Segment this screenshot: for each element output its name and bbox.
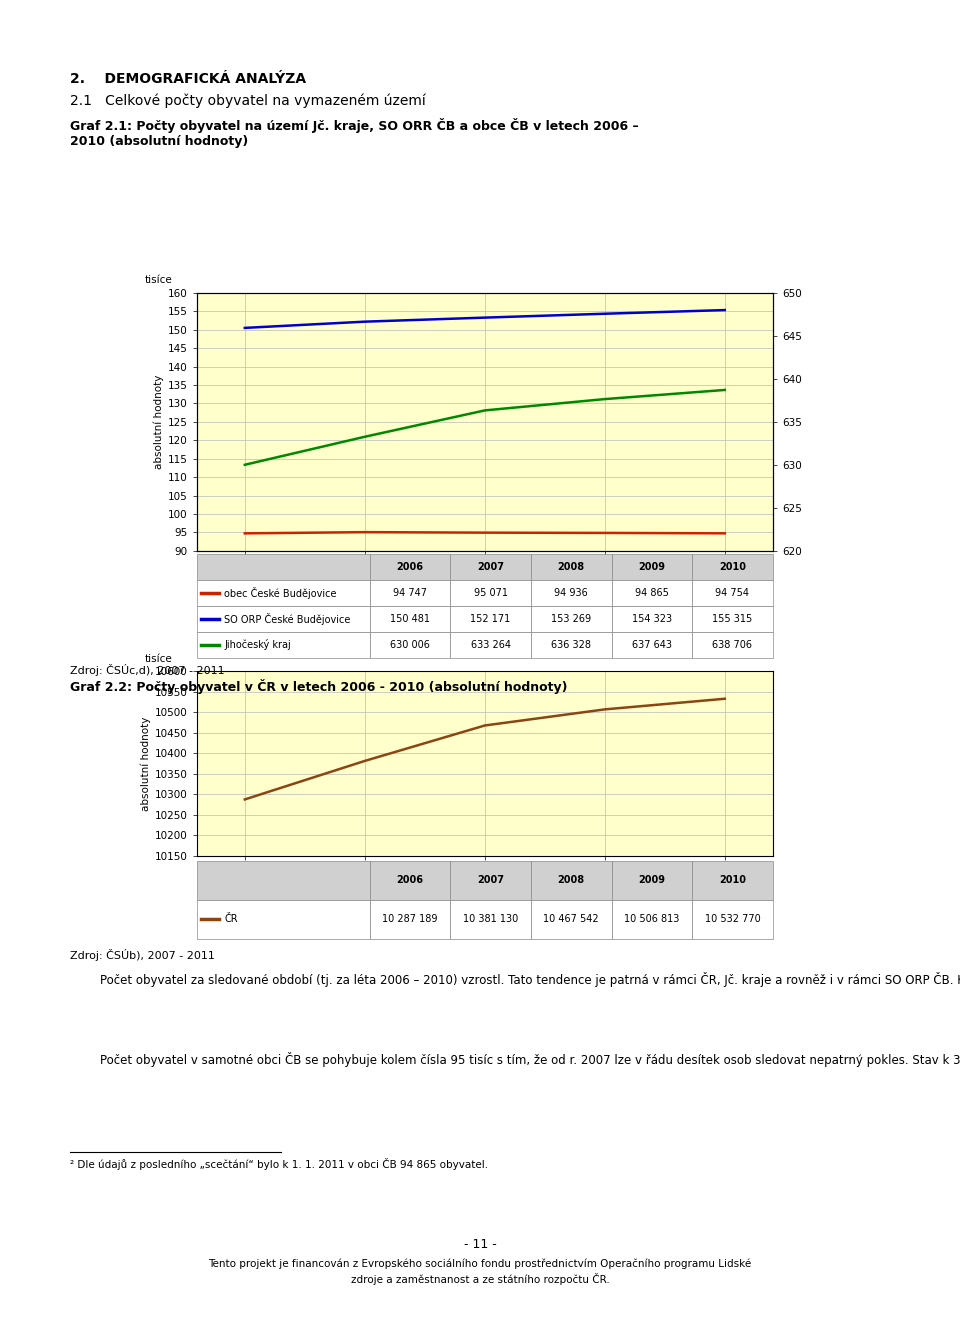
Text: 150 481: 150 481: [390, 614, 430, 623]
Text: 633 264: 633 264: [470, 640, 511, 650]
Text: SO ORP České Budějovice: SO ORP České Budějovice: [225, 612, 350, 624]
Text: 10 287 189: 10 287 189: [382, 915, 438, 924]
Bar: [612, 580, 692, 606]
Bar: [612, 632, 692, 658]
Text: 10 532 770: 10 532 770: [705, 915, 760, 924]
Text: Počet obyvatel za sledované období (tj. za léta 2006 – 2010) vzrostl. Tato tende: Počet obyvatel za sledované období (tj. …: [70, 972, 960, 987]
Text: 153 269: 153 269: [551, 614, 591, 623]
Text: 2007: 2007: [477, 562, 504, 571]
Bar: [450, 632, 531, 658]
Text: Počet obyvatel v samotné obci ČB se pohybuje kolem čísla 95 tisíc s tím, že od r: Počet obyvatel v samotné obci ČB se pohy…: [70, 1052, 960, 1067]
Text: 2009: 2009: [638, 562, 665, 571]
Point: [213, 611, 225, 627]
Bar: [197, 861, 370, 900]
Text: 2008: 2008: [558, 562, 585, 571]
Bar: [197, 606, 370, 632]
Bar: [197, 632, 370, 658]
Text: 2.1   Celkové počty obyvatel na vymazeném území: 2.1 Celkové počty obyvatel na vymazeném …: [70, 94, 426, 108]
Bar: [612, 606, 692, 632]
Y-axis label: absolutní hodnoty: absolutní hodnoty: [140, 717, 151, 810]
Bar: [450, 580, 531, 606]
Bar: [612, 861, 692, 900]
Bar: [450, 606, 531, 632]
Text: 2010 (absolutní hodnoty): 2010 (absolutní hodnoty): [70, 135, 249, 148]
Text: 155 315: 155 315: [712, 614, 753, 623]
Text: obec České Budějovice: obec České Budějovice: [225, 587, 337, 599]
Text: zdroje a zaměstnanost a ze státního rozpočtu ČR.: zdroje a zaměstnanost a ze státního rozp…: [350, 1273, 610, 1285]
Bar: [450, 554, 531, 580]
Bar: [531, 554, 612, 580]
Bar: [197, 554, 370, 580]
Bar: [692, 580, 773, 606]
Text: Zdroj: ČSÚb), 2007 - 2011: Zdroj: ČSÚb), 2007 - 2011: [70, 949, 215, 961]
Text: 630 006: 630 006: [390, 640, 430, 650]
Point: [213, 636, 225, 652]
Bar: [370, 606, 450, 632]
Text: tisíce: tisíce: [145, 275, 173, 285]
Bar: [531, 606, 612, 632]
Text: Jihočeský kraj: Jihočeský kraj: [225, 639, 291, 650]
Bar: [370, 580, 450, 606]
Text: 10 506 813: 10 506 813: [624, 915, 680, 924]
Text: 154 323: 154 323: [632, 614, 672, 623]
Text: 152 171: 152 171: [470, 614, 511, 623]
Bar: [612, 554, 692, 580]
Bar: [692, 900, 773, 939]
Text: 636 328: 636 328: [551, 640, 591, 650]
Text: 10 467 542: 10 467 542: [543, 915, 599, 924]
Bar: [450, 861, 531, 900]
Text: 637 643: 637 643: [632, 640, 672, 650]
Text: 95 071: 95 071: [473, 588, 508, 598]
Text: 2009: 2009: [638, 876, 665, 885]
Bar: [197, 580, 370, 606]
Point: [196, 912, 207, 928]
Text: 10 381 130: 10 381 130: [463, 915, 518, 924]
Text: ČR: ČR: [225, 915, 238, 924]
Text: Graf 2.2: Počty obyvatel v ČR v letech 2006 - 2010 (absolutní hodnoty): Graf 2.2: Počty obyvatel v ČR v letech 2…: [70, 679, 567, 694]
Bar: [370, 632, 450, 658]
Text: 638 706: 638 706: [712, 640, 753, 650]
Point: [196, 611, 207, 627]
Bar: [450, 900, 531, 939]
Text: Tento projekt je financován z Evropského sociálního fondu prostřednictvím Operač: Tento projekt je financován z Evropského…: [208, 1258, 752, 1269]
Text: 2010: 2010: [719, 562, 746, 571]
Text: 2.    DEMOGRAFICKÁ ANALÝZA: 2. DEMOGRAFICKÁ ANALÝZA: [70, 72, 306, 86]
Text: 94 747: 94 747: [393, 588, 427, 598]
Text: 94 936: 94 936: [554, 588, 588, 598]
Text: 2007: 2007: [477, 876, 504, 885]
Bar: [692, 632, 773, 658]
Bar: [692, 606, 773, 632]
Point: [213, 912, 225, 928]
Bar: [692, 861, 773, 900]
Text: Graf 2.1: Počty obyvatel na území Jč. kraje, SO ORR ČB a obce ČB v letech 2006 –: Graf 2.1: Počty obyvatel na území Jč. kr…: [70, 118, 638, 132]
Bar: [197, 900, 370, 939]
Text: ² Dle údajů z posledního „scečtání“ bylo k 1. 1. 2011 v obci ČB 94 865 obyvatel.: ² Dle údajů z posledního „scečtání“ bylo…: [70, 1158, 489, 1170]
Text: 2006: 2006: [396, 562, 423, 571]
Bar: [531, 632, 612, 658]
Point: [196, 584, 207, 600]
Bar: [531, 900, 612, 939]
Bar: [531, 861, 612, 900]
Bar: [370, 900, 450, 939]
Bar: [370, 554, 450, 580]
Bar: [692, 554, 773, 580]
Bar: [531, 580, 612, 606]
Point: [213, 584, 225, 600]
Text: - 11 -: - 11 -: [464, 1238, 496, 1251]
Bar: [612, 900, 692, 939]
Text: 2008: 2008: [558, 876, 585, 885]
Bar: [370, 861, 450, 900]
Y-axis label: absolutní hodnoty: absolutní hodnoty: [154, 374, 164, 469]
Point: [196, 636, 207, 652]
Text: 2006: 2006: [396, 876, 423, 885]
Text: 94 865: 94 865: [635, 588, 669, 598]
Text: 2010: 2010: [719, 876, 746, 885]
Text: Zdroj: ČSÚc,d), 2007 - 2011: Zdroj: ČSÚc,d), 2007 - 2011: [70, 664, 225, 677]
Text: tisíce: tisíce: [145, 654, 173, 663]
Text: 94 754: 94 754: [715, 588, 750, 598]
